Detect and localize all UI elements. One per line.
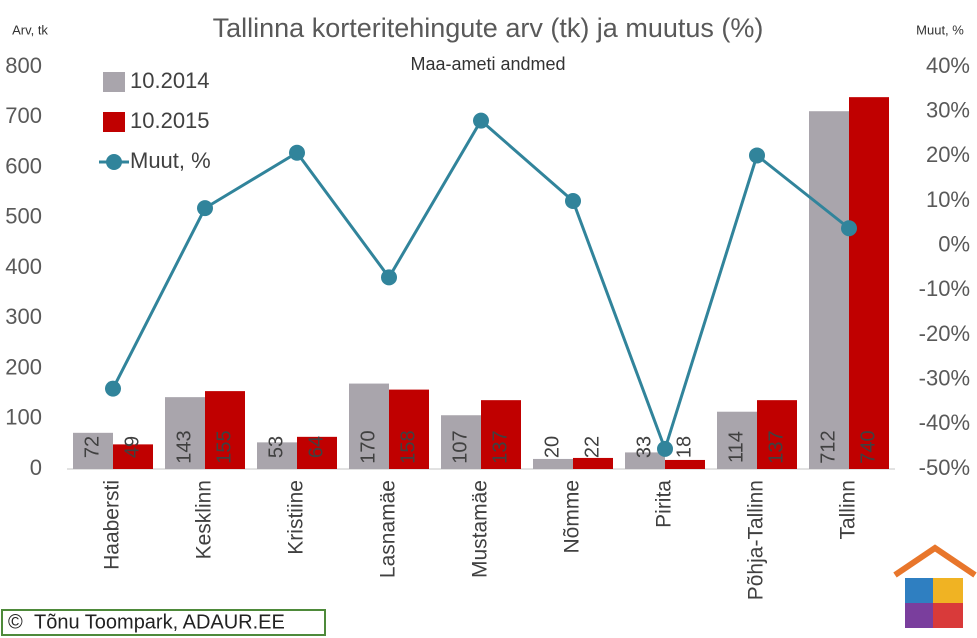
legend-item: 10.2015 <box>103 108 210 133</box>
y2-tick-label: -30% <box>919 365 970 390</box>
footer: © Tõnu Toompark, ADAUR.EE <box>1 609 326 636</box>
x-tick-label: Tallinn <box>837 480 860 540</box>
logo-piece <box>933 603 963 628</box>
bar <box>809 111 849 469</box>
value-label: 72 <box>81 436 103 458</box>
value-label: 740 <box>857 430 879 463</box>
footer-symbol: © <box>8 611 23 633</box>
bar <box>441 415 481 469</box>
bar <box>297 436 337 469</box>
x-tick-label: Põhja-Tallinn <box>745 480 768 600</box>
y-tick-label: 700 <box>5 103 42 128</box>
value-label: 53 <box>265 436 287 458</box>
legend-item: Muut, % <box>99 148 211 173</box>
line-point <box>841 220 857 237</box>
chart-title: Tallinna korteritehingute arv (tk) ja mu… <box>213 13 764 43</box>
x-tick-label: Nõmme <box>561 480 584 554</box>
y2-tick-label: 40% <box>926 53 970 78</box>
y2-tick-label: 0% <box>938 231 970 256</box>
bar <box>73 432 113 469</box>
line-point <box>749 147 765 164</box>
bar <box>533 458 573 469</box>
y-tick-label: 600 <box>5 153 42 178</box>
bar <box>205 391 245 469</box>
line-point <box>197 200 213 217</box>
y-tick-label: 300 <box>5 304 42 329</box>
value-label: 64 <box>305 436 327 458</box>
logo-piece <box>905 578 933 603</box>
y2-tick-label: -50% <box>919 455 970 480</box>
x-tick-label: Kristiine <box>285 480 308 555</box>
value-label: 137 <box>489 430 511 463</box>
legend-swatch <box>103 112 125 132</box>
bar <box>717 411 757 469</box>
legend-label: 10.2014 <box>130 68 210 93</box>
value-label: 158 <box>397 430 419 463</box>
y-axis-title: Arv, tk <box>12 22 48 37</box>
value-label: 143 <box>173 430 195 463</box>
logo-piece <box>905 603 933 628</box>
y-tick-label: 0 <box>30 455 42 480</box>
y-tick-label: 400 <box>5 254 42 279</box>
bar <box>665 459 705 469</box>
value-label: 712 <box>817 430 839 463</box>
y2-tick-label: -10% <box>919 276 970 301</box>
chart-subtitle: Maa-ameti andmed <box>410 54 565 74</box>
logo-piece <box>933 578 963 603</box>
legend-marker <box>106 154 122 170</box>
legend-label: Muut, % <box>130 148 211 173</box>
logo-roof <box>893 544 977 578</box>
bar <box>625 452 665 469</box>
value-label: 107 <box>449 430 471 463</box>
x-tick-label: Haabersti <box>101 480 124 570</box>
bar <box>349 383 389 469</box>
value-label: 170 <box>357 430 379 463</box>
value-label: 137 <box>765 430 787 463</box>
value-label: 33 <box>633 436 655 458</box>
bar <box>113 444 153 469</box>
y2-tick-label: 30% <box>926 97 970 122</box>
footer-text: Tõnu Toompark, ADAUR.EE <box>34 611 285 633</box>
bar <box>165 397 205 469</box>
line-point <box>657 440 673 457</box>
line-point <box>105 380 121 397</box>
x-tick-label: Lasnamäe <box>377 480 400 578</box>
y2-tick-label: 10% <box>926 187 970 212</box>
y-tick-label: 100 <box>5 405 42 430</box>
y2-tick-label: -40% <box>919 410 970 435</box>
x-tick-label: Mustamäe <box>469 480 492 578</box>
line-point <box>473 112 489 129</box>
logo <box>893 544 977 628</box>
legend-label: 10.2015 <box>130 108 210 133</box>
y2-tick-label: 20% <box>926 142 970 167</box>
y2-tick-label: -20% <box>919 321 970 346</box>
x-tick-label: Kesklinn <box>193 480 216 559</box>
value-label: 114 <box>725 431 747 463</box>
bar <box>481 400 521 469</box>
bar <box>849 97 889 470</box>
bar <box>573 457 613 469</box>
value-label: 20 <box>541 436 563 458</box>
line-point <box>565 193 581 209</box>
value-label: 22 <box>581 436 603 458</box>
value-label: 155 <box>213 430 235 463</box>
y-tick-label: 200 <box>5 354 42 379</box>
value-label: 49 <box>121 436 143 458</box>
bar <box>757 400 797 469</box>
y-tick-label: 500 <box>5 204 42 229</box>
legend-item: 10.2014 <box>103 68 210 93</box>
y2-axis-title: Muut, % <box>916 22 964 37</box>
bar <box>257 442 297 469</box>
line-point <box>289 144 305 161</box>
footer-box <box>1 609 326 636</box>
line-point <box>381 269 397 286</box>
x-tick-label: Pirita <box>653 480 676 528</box>
legend-swatch <box>103 72 125 92</box>
bar <box>389 389 429 469</box>
y-tick-label: 800 <box>5 53 42 78</box>
value-label: 18 <box>673 436 695 458</box>
